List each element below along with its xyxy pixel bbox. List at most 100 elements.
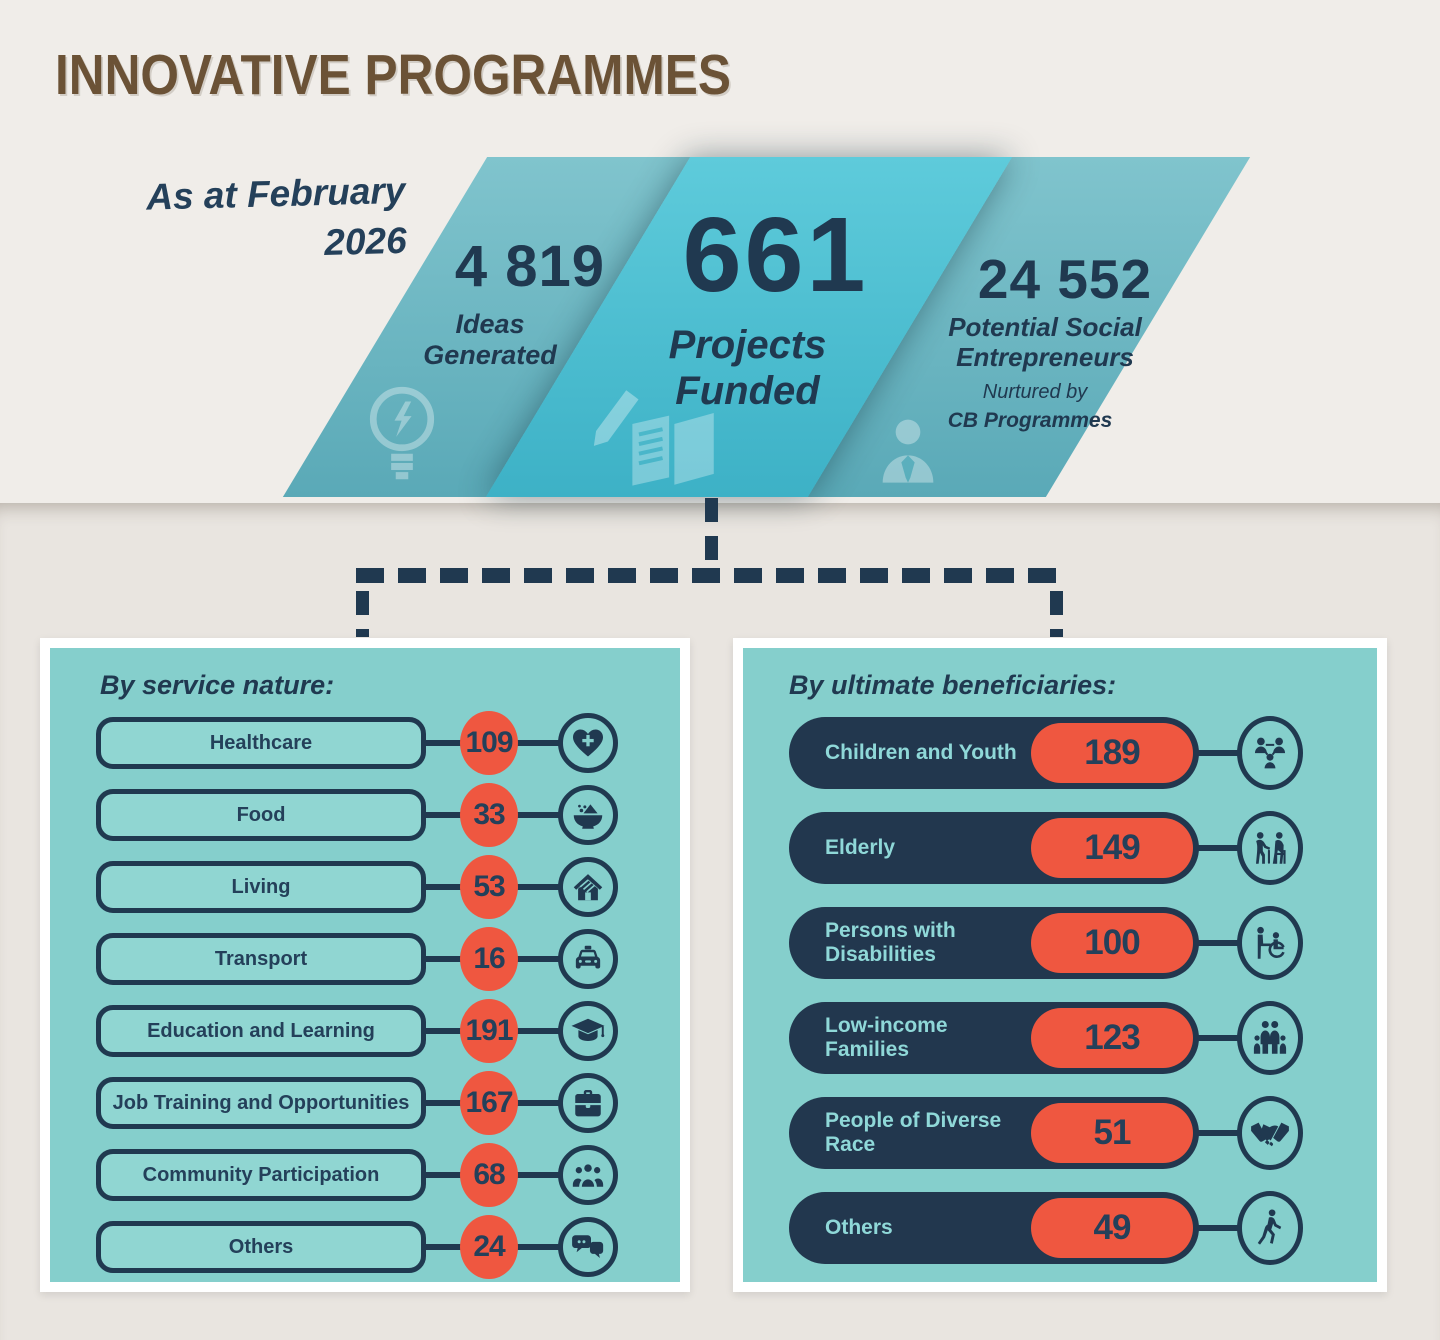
family-icon — [1237, 1001, 1303, 1075]
service-row: Education and Learning 191 — [96, 999, 680, 1063]
service-count-badge: 16 — [460, 927, 518, 991]
service-count: 33 — [473, 798, 505, 831]
service-row: Food 33 — [96, 783, 680, 847]
stats-banner: 4 819 Ideas Generated 661 Projects Funde… — [0, 157, 1440, 497]
service-label: Living — [231, 875, 291, 898]
service-count: 16 — [473, 942, 505, 975]
service-row: Others 24 — [96, 1215, 680, 1279]
beneficiary-count: 51 — [1093, 1113, 1132, 1152]
service-nature-heading: By service nature: — [100, 670, 335, 700]
connector-trunk — [356, 568, 1066, 583]
entrepreneurs-count: 24 552 — [977, 248, 1153, 310]
service-pill: Community Participation — [96, 1149, 426, 1201]
ideas-label: Ideas Generated — [423, 309, 557, 371]
walking-person-icon — [1237, 1191, 1303, 1265]
beneficiary-label: Children and Youth — [825, 741, 1017, 764]
beneficiary-pill: Children and Youth 189 — [789, 717, 1199, 789]
service-label: Job Training and Opportunities — [112, 1091, 410, 1114]
service-row: Community Participation 68 — [96, 1143, 680, 1207]
service-count-badge: 167 — [460, 1071, 518, 1135]
beneficiary-label: People of Diverse Race — [825, 1109, 1002, 1156]
service-label: Community Participation — [142, 1163, 380, 1186]
chat-bubbles-icon — [558, 1217, 618, 1277]
entrepreneurs-sub1: Nurtured by — [982, 381, 1088, 403]
projects-label: Projects Funded — [668, 323, 827, 413]
heart-plus-icon — [558, 713, 618, 773]
service-count: 191 — [465, 1014, 513, 1047]
beneficiary-count-badge: 100 — [1031, 913, 1193, 973]
beneficiary-label: Low-income Families — [825, 1014, 948, 1061]
service-count: 24 — [473, 1230, 505, 1263]
beneficiary-row: Low-income Families 123 — [789, 1001, 1377, 1075]
beneficiary-label: Others — [825, 1216, 893, 1239]
beneficiary-row: People of Diverse Race 51 — [789, 1096, 1377, 1170]
beneficiary-count: 100 — [1084, 923, 1140, 962]
children-icon — [1237, 716, 1303, 790]
service-count-badge: 191 — [460, 999, 518, 1063]
beneficiary-row: Others 49 — [789, 1191, 1377, 1265]
beneficiaries-rows: Children and Youth 189 Elderly 149 Persons w… — [789, 716, 1377, 1265]
service-row: Job Training and Opportunities 167 — [96, 1071, 680, 1135]
beneficiaries-heading: By ultimate beneficiaries: — [789, 670, 1117, 700]
service-row: Living 53 — [96, 855, 680, 919]
service-pill: Healthcare — [96, 717, 426, 769]
briefcase-icon — [558, 1073, 618, 1133]
food-bowl-icon — [558, 785, 618, 845]
page-title: INNOVATIVE PROGRAMMES — [55, 43, 731, 107]
people-group-icon — [558, 1145, 618, 1205]
beneficiary-count-badge: 149 — [1031, 818, 1193, 878]
service-pill: Education and Learning — [96, 1005, 426, 1057]
service-label: Healthcare — [209, 731, 313, 754]
service-count-badge: 33 — [460, 783, 518, 847]
service-count: 53 — [473, 870, 505, 903]
service-pill: Food — [96, 789, 426, 841]
beneficiary-count-badge: 189 — [1031, 723, 1193, 783]
beneficiary-count-badge: 51 — [1031, 1103, 1193, 1163]
beneficiary-row: Children and Youth 189 — [789, 716, 1377, 790]
businessperson-icon — [868, 410, 948, 492]
beneficiary-count-badge: 49 — [1031, 1198, 1193, 1258]
beneficiary-pill: People of Diverse Race 51 — [789, 1097, 1199, 1169]
service-row: Healthcare 109 — [96, 711, 680, 775]
service-count: 167 — [465, 1086, 513, 1119]
beneficiary-row: Elderly 149 — [789, 811, 1377, 885]
service-count-badge: 53 — [460, 855, 518, 919]
service-label: Transport — [214, 947, 308, 970]
service-count: 68 — [473, 1158, 505, 1191]
connector-leg-left — [356, 591, 369, 637]
service-row: Transport 16 — [96, 927, 680, 991]
service-nature-rows: Healthcare 109 Food 33 Living 53 Transport 16 Ed… — [96, 711, 680, 1279]
wheelchair-icon — [1237, 906, 1303, 980]
beneficiary-count: 49 — [1093, 1208, 1132, 1247]
beneficiary-label: Persons with Disabilities — [825, 919, 956, 966]
elderly-icon — [1237, 811, 1303, 885]
beneficiary-count: 149 — [1084, 828, 1140, 867]
service-label: Others — [228, 1235, 294, 1258]
service-label: Food — [236, 803, 286, 826]
beneficiary-pill: Others 49 — [789, 1192, 1199, 1264]
service-count-badge: 109 — [460, 711, 518, 775]
beneficiary-label: Elderly — [825, 836, 896, 859]
service-count: 109 — [465, 726, 513, 759]
lightbulb-idea-icon — [352, 379, 452, 489]
entrepreneurs-sub2: CB Programmes — [947, 409, 1113, 432]
entrepreneurs-label: Potential Social Entrepreneurs — [948, 312, 1142, 372]
beneficiary-pill: Elderly 149 — [789, 812, 1199, 884]
projects-count: 661 — [682, 196, 869, 314]
ideas-count: 4 819 — [454, 234, 606, 299]
service-label: Education and Learning — [147, 1019, 375, 1042]
service-pill: Transport — [96, 933, 426, 985]
service-count-badge: 24 — [460, 1215, 518, 1279]
beneficiary-count-badge: 123 — [1031, 1008, 1193, 1068]
house-icon — [558, 857, 618, 917]
connector-leg-right — [1050, 591, 1063, 637]
beneficiary-pill: Low-income Families 123 — [789, 1002, 1199, 1074]
handshake-icon — [1237, 1096, 1303, 1170]
beneficiary-pill: Persons with Disabilities 100 — [789, 907, 1199, 979]
service-pill: Living — [96, 861, 426, 913]
beneficiary-row: Persons with Disabilities 100 — [789, 906, 1377, 980]
graduation-cap-icon — [558, 1001, 618, 1061]
service-nature-card: By service nature: Healthcare 109 Food 33 Li… — [40, 638, 690, 1292]
service-count-badge: 68 — [460, 1143, 518, 1207]
